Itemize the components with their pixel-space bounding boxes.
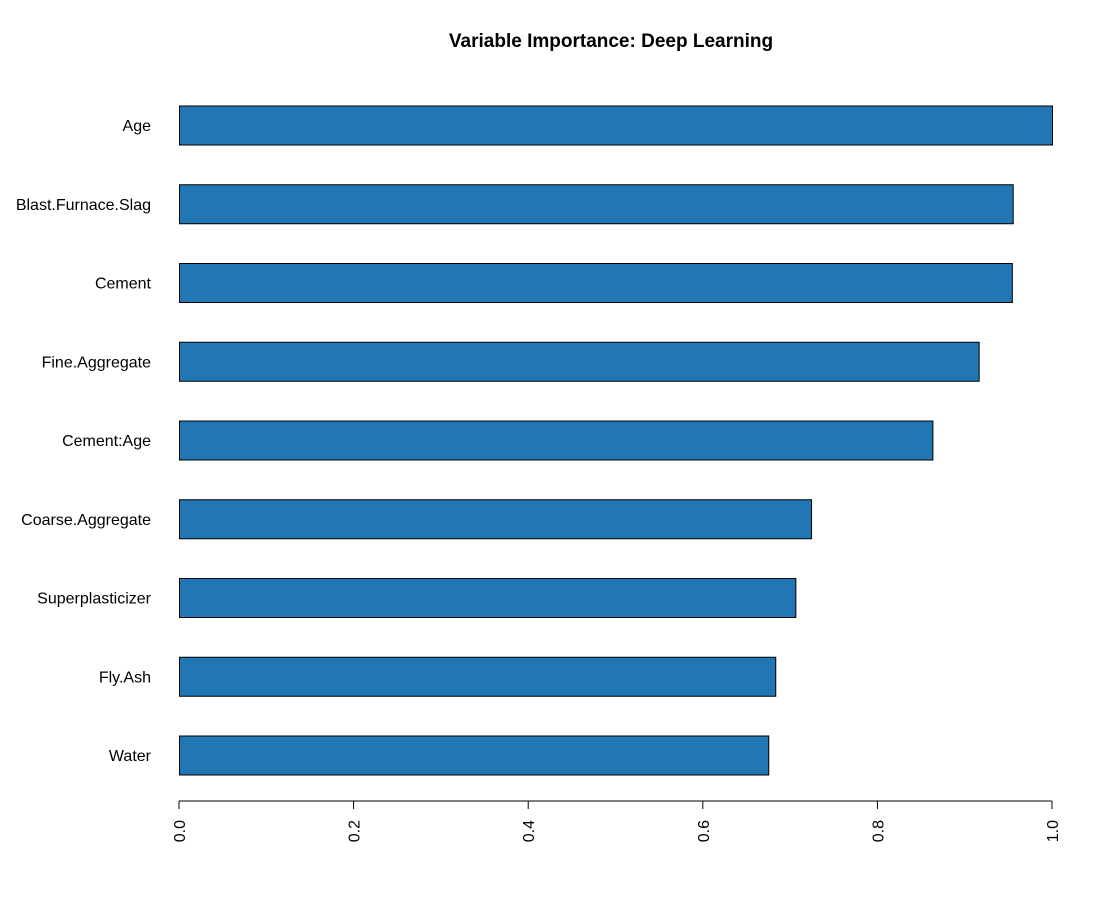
bar-coarse-aggregate — [179, 499, 813, 540]
category-label: Blast.Furnace.Slag — [16, 197, 151, 214]
bar-superplasticizer — [179, 578, 797, 618]
x-tick-label: 0.4 — [521, 820, 538, 842]
category-label: Fine.Aggregate — [42, 354, 152, 371]
category-label: Cement:Age — [62, 433, 151, 450]
x-tick-label: 0.0 — [172, 820, 189, 842]
x-tick-label: 0.8 — [870, 820, 887, 842]
category-label: Age — [123, 118, 152, 135]
category-label: Water — [109, 748, 152, 765]
x-tick-label: 0.2 — [347, 820, 364, 842]
category-label: Superplasticizer — [37, 591, 152, 608]
category-label: Cement — [95, 276, 152, 293]
bar-water — [179, 735, 770, 776]
category-labels: Age Blast.Furnace.Slag Cement Fine.Aggregat… — [16, 118, 152, 765]
bars-group — [179, 105, 1053, 776]
bar-fly-ash — [179, 656, 777, 697]
bar-age — [179, 105, 1053, 146]
category-label: Coarse.Aggregate — [21, 512, 151, 529]
x-axis: 0.0 0.2 0.4 0.6 0.8 1.0 — [172, 800, 1062, 842]
x-tick-label: 1.0 — [1045, 820, 1062, 842]
bar-cement — [179, 263, 1013, 303]
bar-blast-furnace-slag — [179, 184, 1014, 225]
bar-cement-age — [179, 420, 934, 461]
bar-fine-aggregate — [179, 341, 980, 382]
chart-title: Variable Importance: Deep Learning — [449, 31, 773, 52]
x-tick-label: 0.6 — [696, 820, 713, 842]
category-label: Fly.Ash — [99, 669, 151, 686]
